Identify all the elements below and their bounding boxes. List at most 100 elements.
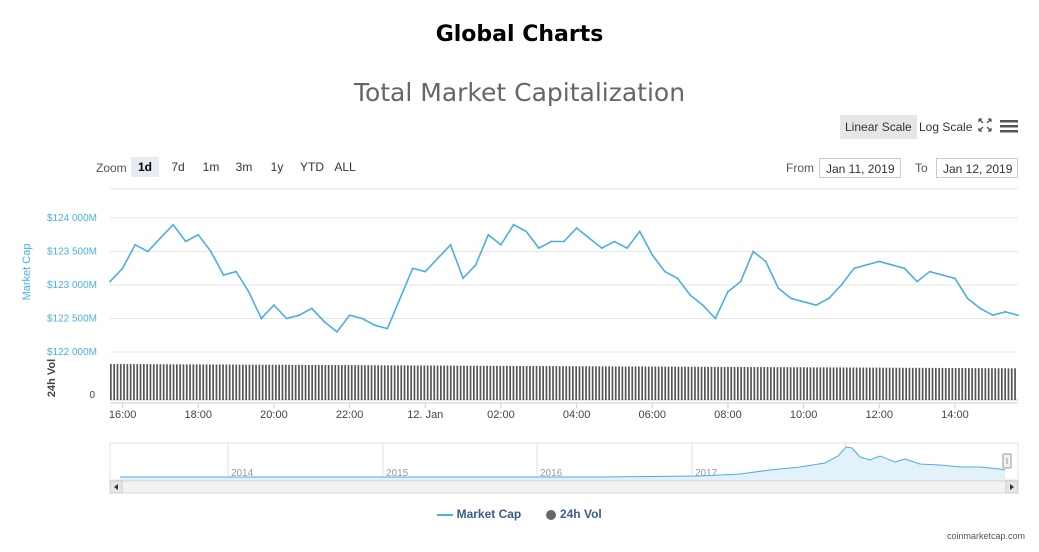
volume-bar [968,368,970,400]
y-axis-title: Market Cap [21,244,33,301]
volume-bar [133,364,135,400]
volume-bar [832,367,835,400]
volume-bar [806,367,808,400]
volume-bar [430,365,432,400]
market-cap-point [979,307,982,310]
volume-bar [657,366,660,400]
zoom-button-ytd[interactable]: YTD [300,160,324,174]
volume-bar [479,365,482,400]
market-cap-point [285,317,288,320]
volume-bar [281,364,284,400]
volume-bar [991,368,993,400]
x-tick-label: 16:00 [109,409,137,421]
volume-bar [535,366,538,400]
navigator-scrollbar[interactable] [109,480,1019,494]
market-cap-point [525,230,528,233]
volume-bar [888,367,891,400]
market-cap-point [790,297,792,300]
volume-bar [905,367,907,400]
market-cap-chart[interactable]: $122 000M $122 500M $123 000M $123 500M $124… [0,180,1039,500]
fullscreen-icon[interactable] [978,118,992,132]
zoom-button-all[interactable]: ALL [334,160,356,174]
market-cap-point [273,304,275,306]
volume-bar [977,368,980,400]
y-tick-label: $123 500M [47,247,97,258]
zoom-button-3m[interactable]: 3m [235,160,253,174]
volume-bar [1014,368,1016,400]
volume-bar [416,365,419,400]
volume-bar [618,366,620,400]
legend-market-cap[interactable]: Market Cap [437,507,521,521]
to-date-input[interactable]: Jan 12, 2019 [936,158,1018,178]
volume-bar [291,364,294,400]
volume-bar [420,365,422,400]
legend-volume[interactable]: 24h Vol [545,507,602,521]
volume-bar [740,366,742,400]
volume-bar [344,365,346,400]
volume-bar [789,367,792,400]
volume-bar [667,366,670,400]
x-tick-label: 02:00 [487,409,515,421]
volume-bar [529,365,531,400]
volume-bar [288,364,290,400]
volume-bar [558,366,561,400]
volume-bar [743,367,746,400]
volume-bar [875,367,878,400]
volume-bar [304,364,307,400]
zoom-button-7d[interactable]: 7d [171,160,185,174]
volume-bar [255,364,257,400]
market-cap-point [172,223,174,226]
volume-bar [331,365,333,400]
market-cap-point [815,304,818,306]
volume-bar [149,364,152,400]
volume-bar [136,364,139,400]
volume-bar [849,367,851,400]
volume-bar [803,367,805,400]
volume-bar [129,364,132,400]
zoom-button-1y[interactable]: 1y [270,160,284,174]
x-tick-label: 04:00 [563,409,591,421]
volume-bar [433,365,436,400]
volume-bar [756,367,759,400]
volume-bar [156,364,158,400]
volume-bar [126,364,129,400]
volume-bar [502,365,505,400]
zoom-button-1m[interactable]: 1m [202,160,220,174]
volume-bar [822,367,825,400]
volume-bar [469,365,472,400]
volume-bar [311,364,313,400]
hamburger-menu-icon[interactable] [1000,118,1018,134]
volume-bar [426,365,429,400]
zoom-button-1d[interactable]: 1d [131,157,159,177]
volume-bar [268,364,271,400]
log-scale-button[interactable]: Log Scale [919,120,973,134]
volume-bar [984,368,987,400]
market-cap-point [474,264,477,266]
volume-bar [265,364,267,400]
y-tick-label: $122 000M [47,347,97,358]
volume-bar [456,365,459,400]
from-date-input[interactable]: Jan 11, 2019 [819,158,901,178]
volume-bar [525,365,528,400]
volume-bar [357,365,360,400]
market-cap-point [411,267,414,270]
volume-bar [595,366,597,400]
volume-bar [895,367,898,400]
volume-bar [997,368,1000,400]
volume-bar [337,365,340,400]
volume-bar [512,365,515,400]
volume-bar [773,367,775,400]
volume-bar [819,367,822,400]
volume-bar [588,366,591,400]
volume-bar [515,365,518,400]
volume-bar [931,367,934,400]
volume-bar [552,366,554,400]
volume-bar [146,364,148,400]
linear-scale-button[interactable]: Linear Scale [840,115,917,139]
market-cap-point [600,247,603,250]
volume-bar [671,366,673,400]
market-cap-point [928,270,931,273]
market-cap-point [462,277,465,280]
volume-bar [845,367,848,400]
volume-bar [509,365,511,400]
